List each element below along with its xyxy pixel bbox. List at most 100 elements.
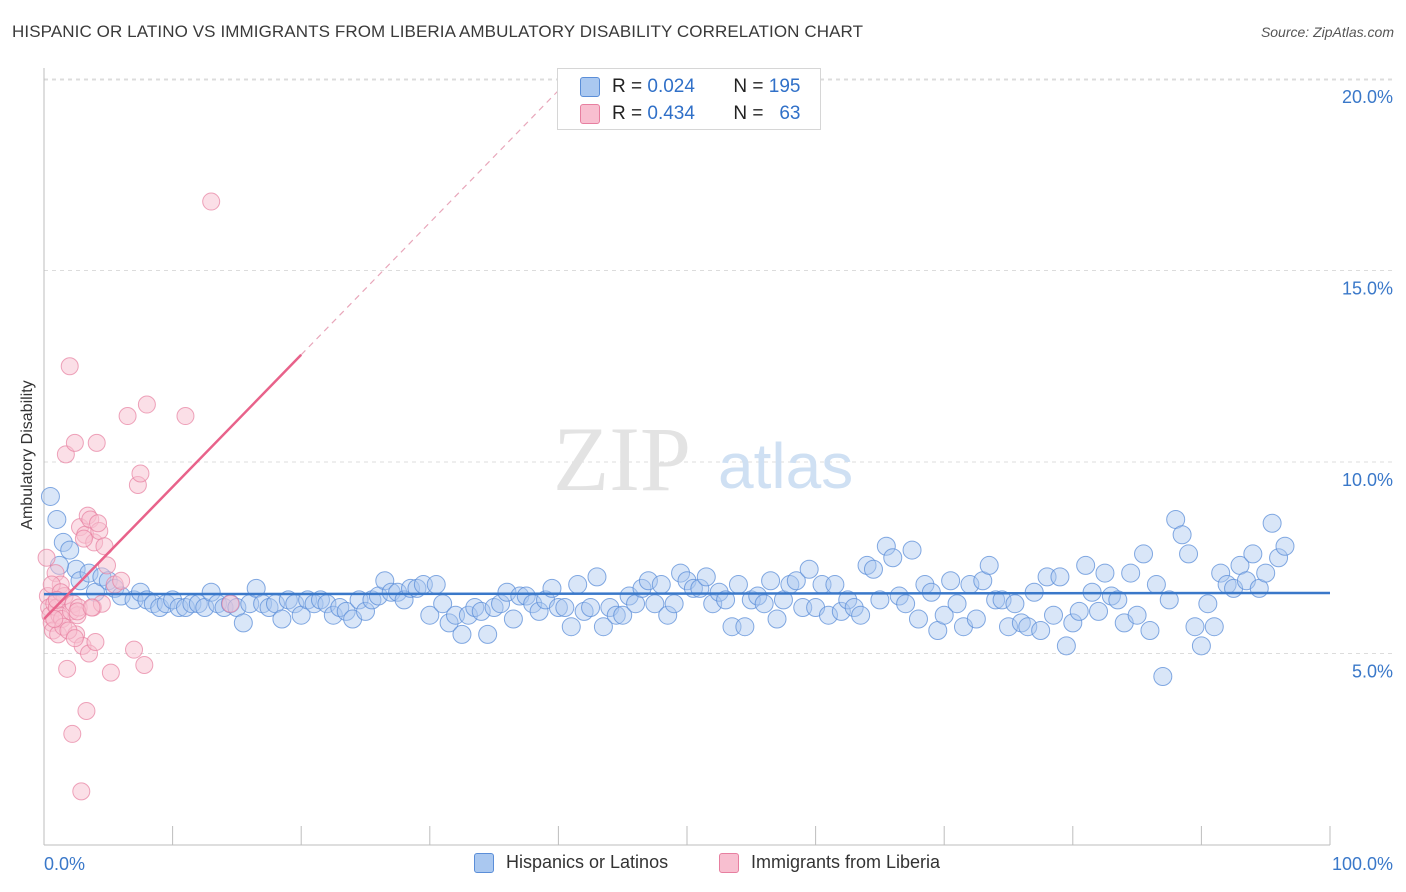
data-point-liberia	[112, 571, 131, 590]
data-point-hispanics	[838, 590, 858, 610]
data-point-hispanics	[47, 509, 67, 529]
data-point-hispanics	[896, 594, 916, 614]
data-point-hispanics	[992, 590, 1012, 610]
data-point-hispanics	[1089, 601, 1109, 621]
data-point-liberia	[221, 594, 240, 613]
series-hispanics-points	[40, 486, 1295, 686]
data-point-hispanics	[452, 624, 472, 644]
data-point-hispanics	[1191, 636, 1211, 656]
legend-item-hispanics[interactable]: Hispanics or Latinos	[474, 852, 668, 873]
data-point-hispanics	[1056, 636, 1076, 656]
y-tick-label: 15.0%	[1342, 279, 1393, 299]
data-point-hispanics	[439, 613, 459, 633]
data-point-liberia	[63, 724, 82, 743]
y-tick-labels: 5.0% 10.0% 15.0% 20.0%	[1342, 87, 1393, 682]
trend-lines	[43, 90, 1331, 620]
data-point-liberia	[65, 433, 84, 452]
data-point-hispanics	[53, 532, 73, 552]
data-point-hispanics	[1262, 513, 1282, 533]
data-point-hispanics	[1269, 548, 1289, 568]
data-point-hispanics	[323, 605, 343, 625]
data-point-hispanics	[272, 609, 292, 629]
data-point-hispanics	[130, 582, 150, 602]
data-point-hispanics	[1172, 525, 1192, 545]
r-label: R =	[612, 76, 643, 97]
data-point-hispanics	[1204, 617, 1224, 637]
data-point-hispanics	[233, 613, 253, 633]
data-point-hispanics	[671, 563, 691, 583]
data-point-hispanics	[986, 590, 1006, 610]
data-point-liberia	[87, 433, 106, 452]
data-point-hispanics	[902, 540, 922, 560]
data-point-hispanics	[593, 617, 613, 637]
r-value: 0.434	[647, 103, 695, 124]
data-point-hispanics	[664, 594, 684, 614]
n-value: 63	[779, 103, 801, 124]
data-point-hispanics	[876, 536, 896, 556]
data-point-hispanics	[1256, 563, 1276, 583]
data-point-liberia	[89, 514, 108, 533]
data-point-hispanics	[1005, 594, 1025, 614]
data-point-hispanics	[1050, 567, 1070, 587]
data-point-hispanics	[516, 586, 536, 606]
data-point-hispanics	[1185, 617, 1205, 637]
data-point-hispanics	[941, 571, 961, 591]
n-label: N =	[733, 103, 764, 124]
y-tick-label: 20.0%	[1342, 87, 1393, 107]
data-point-hispanics	[497, 582, 517, 602]
data-point-hispanics	[1031, 621, 1051, 641]
trend-line-liberia	[43, 353, 303, 620]
data-point-hispanics	[40, 486, 60, 506]
data-point-liberia	[95, 537, 114, 556]
data-point-hispanics	[1127, 605, 1147, 625]
data-point-hispanics	[716, 590, 736, 610]
data-point-hispanics	[613, 605, 633, 625]
x-tick-labels: 0.0% 100.0%	[44, 854, 1393, 874]
data-point-hispanics	[709, 582, 729, 602]
data-point-hispanics	[761, 571, 781, 591]
data-point-liberia	[125, 640, 144, 659]
data-point-hispanics	[1159, 590, 1179, 610]
chart-title: HISPANIC OR LATINO VS IMMIGRANTS FROM LI…	[12, 22, 864, 41]
data-point-hispanics	[1095, 563, 1115, 583]
data-point-hispanics	[1153, 666, 1173, 686]
data-point-hispanics	[1063, 613, 1083, 633]
data-point-hispanics	[548, 598, 568, 618]
data-point-hispanics	[426, 575, 446, 595]
data-point-hispanics	[458, 605, 478, 625]
data-point-liberia	[77, 701, 96, 720]
data-point-liberia	[60, 357, 79, 376]
data-point-hispanics	[1275, 536, 1295, 556]
stats-box: R = 0.024 N = 195 R = 0.434 N = 63	[557, 68, 821, 130]
data-point-liberia	[74, 529, 93, 548]
data-point-hispanics	[587, 567, 607, 587]
data-point-hispanics	[555, 598, 575, 618]
data-point-hispanics	[471, 601, 491, 621]
data-point-hispanics	[1018, 617, 1038, 637]
data-point-liberia	[45, 610, 64, 629]
y-axis-label: Ambulatory Disability	[19, 380, 36, 530]
data-point-hispanics	[844, 598, 864, 618]
data-point-hispanics	[728, 575, 748, 595]
data-point-hispanics	[754, 594, 774, 614]
data-point-hispanics	[388, 582, 408, 602]
data-point-hispanics	[394, 590, 414, 610]
stats-swatch-blue	[580, 77, 600, 97]
legend-label: Hispanics or Latinos	[506, 852, 669, 872]
gridlines	[44, 78, 1394, 654]
data-point-liberia	[37, 548, 56, 567]
data-point-hispanics	[863, 559, 883, 579]
watermark-zip: ZIP	[553, 408, 691, 510]
data-point-hispanics	[581, 598, 601, 618]
data-point-hispanics	[420, 605, 440, 625]
watermark: ZIP atlas	[553, 408, 853, 510]
data-point-hispanics	[336, 601, 356, 621]
legend-label: Immigrants from Liberia	[751, 852, 941, 872]
data-point-liberia	[176, 407, 195, 426]
data-point-hispanics	[825, 575, 845, 595]
data-point-liberia	[98, 556, 117, 575]
data-point-hispanics	[735, 617, 755, 637]
data-point-hispanics	[568, 575, 588, 595]
legend-item-liberia[interactable]: Immigrants from Liberia	[719, 852, 940, 873]
stats-row-liberia: R = 0.434 N = 63	[580, 102, 800, 126]
